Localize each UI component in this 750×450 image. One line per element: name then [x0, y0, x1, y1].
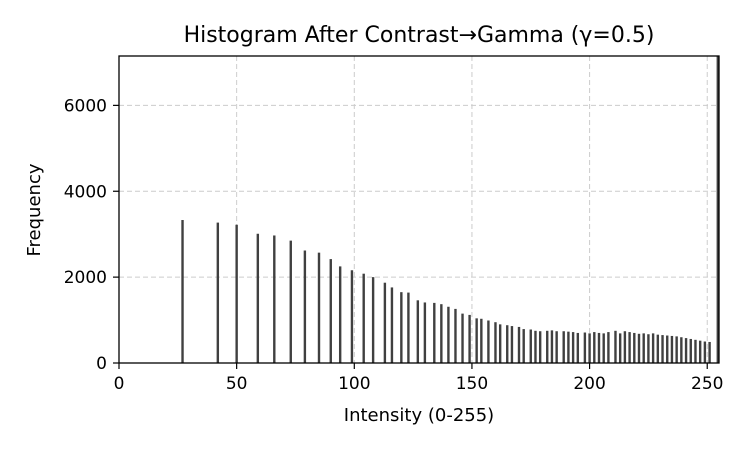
histogram-bar: [602, 333, 605, 363]
histogram-bar: [567, 331, 570, 363]
histogram-bar: [289, 240, 292, 363]
plot-frame: [118, 55, 720, 364]
histogram-bar: [694, 339, 697, 363]
histogram-bar: [416, 300, 420, 363]
histogram-bar: [235, 224, 238, 363]
histogram-bar: [656, 334, 660, 363]
x-tick-label: 100: [338, 374, 370, 394]
histogram-bar: [593, 332, 596, 363]
histogram-bar: [362, 273, 365, 363]
histogram-bar: [651, 333, 655, 363]
histogram-bar: [642, 333, 645, 363]
histogram-bar: [684, 338, 688, 363]
histogram-bar: [680, 337, 683, 363]
histogram-bar: [597, 332, 601, 363]
histogram-bar: [338, 266, 342, 363]
histogram-bar: [498, 324, 502, 363]
histogram-bar: [383, 282, 387, 363]
histogram-bar: [407, 292, 410, 363]
x-axis-label: Intensity (0-255): [344, 405, 494, 426]
histogram-bar: [350, 270, 354, 363]
histogram-bar: [487, 320, 490, 363]
y-tick-label: 0: [96, 354, 107, 374]
histogram-bar: [329, 259, 332, 363]
histogram-bar: [423, 302, 427, 363]
histogram-bar: [522, 329, 525, 363]
histogram-bar: [273, 235, 276, 363]
histogram-bar: [618, 333, 622, 363]
histogram-bar: [666, 335, 669, 363]
histogram-bar: [555, 331, 558, 363]
histogram-bar: [708, 341, 711, 363]
histogram-bar: [510, 326, 514, 363]
x-tick-label: 250: [691, 374, 723, 394]
histogram-bar: [317, 252, 321, 363]
histogram-bar: [628, 332, 631, 363]
x-tick-label: 150: [456, 374, 488, 394]
histogram-bar: [433, 302, 436, 363]
histogram-bar: [256, 233, 260, 363]
histogram-bar: [480, 318, 483, 363]
histogram-bar: [529, 329, 532, 363]
histogram-bar: [607, 332, 610, 363]
histogram-bar: [562, 331, 565, 363]
histogram-bar: [661, 335, 664, 363]
histogram-bar: [475, 318, 478, 363]
histogram-bar: [675, 336, 678, 363]
histogram-bar: [703, 341, 707, 363]
histogram-bar: [468, 314, 471, 363]
histogram-bar: [454, 308, 457, 363]
histogram-bar: [216, 222, 220, 363]
x-tick-label: 200: [573, 374, 605, 394]
histogram-bar: [400, 292, 403, 363]
histogram-bar: [698, 340, 702, 363]
y-axis-label: Frequency: [24, 163, 45, 256]
histogram-bar: [689, 338, 692, 363]
histogram-bar: [633, 332, 636, 363]
histogram-bar: [614, 330, 617, 363]
histogram-bar: [623, 331, 627, 363]
chart-title: Histogram After Contrast→Gamma (γ=0.5): [184, 23, 655, 48]
histogram-bar: [447, 306, 450, 363]
histogram-bar: [390, 287, 394, 363]
histogram-bar: [637, 333, 641, 363]
histogram-bar: [670, 335, 674, 363]
y-tick-label: 4000: [64, 182, 107, 202]
histogram-bar: [647, 334, 650, 363]
histogram-bar: [303, 250, 307, 363]
histogram-bar: [546, 330, 549, 363]
bars: [181, 56, 719, 363]
y-tick-label: 2000: [64, 268, 107, 288]
histogram-bar: [716, 56, 719, 363]
axis-ticks: 0 50 100 150 200 250 0 2000 4000 6000: [64, 96, 724, 394]
histogram-bar: [461, 313, 464, 363]
y-tick-label: 6000: [64, 96, 107, 116]
histogram-bar: [440, 304, 443, 363]
histogram-bar: [588, 333, 591, 363]
x-tick-label: 0: [114, 374, 125, 394]
histogram-bar: [181, 220, 184, 363]
histogram-bar: [534, 330, 537, 363]
histogram-bar: [583, 332, 587, 363]
histogram-bar: [576, 332, 580, 363]
x-tick-label: 50: [226, 374, 248, 394]
histogram-bar: [517, 326, 521, 363]
histogram-bar: [550, 330, 554, 363]
histogram-bar: [371, 277, 375, 363]
histogram-bar: [571, 332, 575, 363]
histogram-bar: [538, 331, 542, 363]
histogram-bar: [506, 325, 509, 363]
histogram-bar: [494, 322, 497, 363]
